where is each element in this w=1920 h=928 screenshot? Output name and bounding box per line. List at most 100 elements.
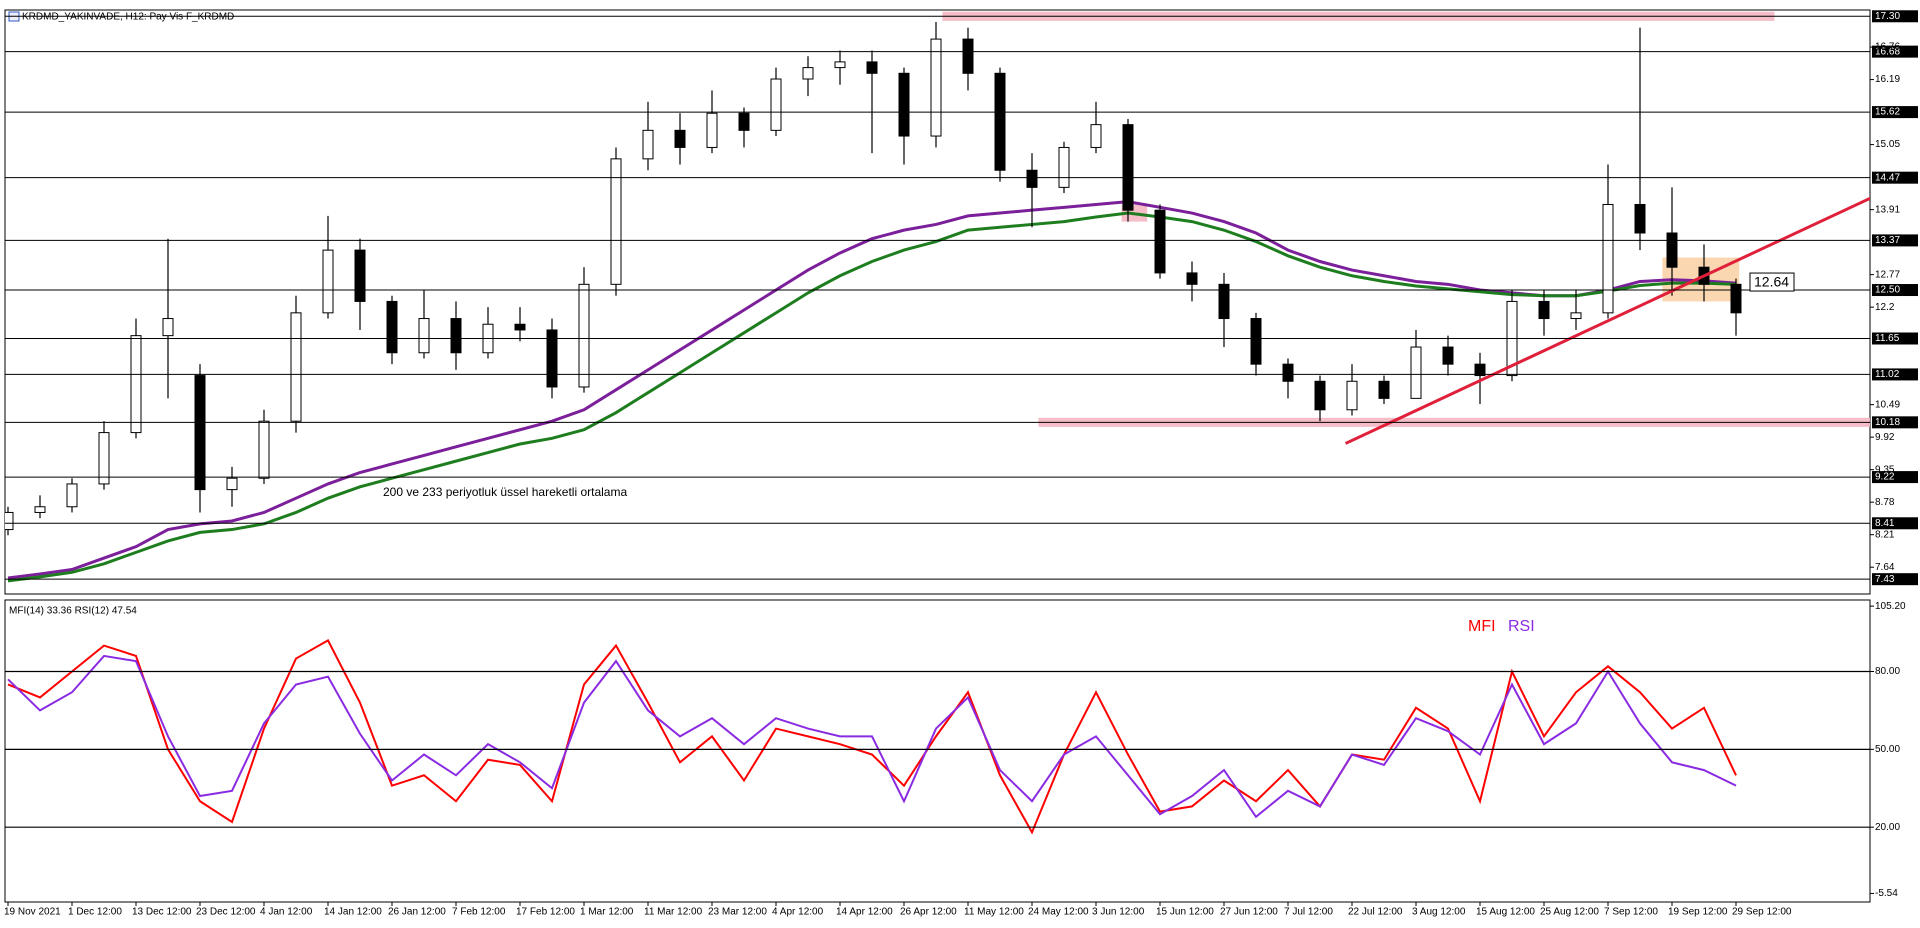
x-tick-label: 3 Aug 12:00: [1412, 907, 1466, 918]
candle-body: [706, 112, 718, 148]
candle-body: [1730, 283, 1742, 314]
x-tick-label: 14 Apr 12:00: [836, 907, 893, 918]
candle-body: [674, 129, 686, 148]
chart-title: KRDMD_YAKINVADE, H12: Pay Vis F_KRDMD: [22, 12, 234, 23]
candle-body: [5, 511, 14, 531]
y-tick-label: 20.00: [1875, 822, 1900, 833]
candle-body: [1282, 363, 1294, 382]
trendline: [1344, 196, 1870, 445]
candle-body: [1058, 146, 1070, 188]
y-tick-label: 10.49: [1875, 399, 1900, 410]
candle-body: [1250, 318, 1262, 365]
level-label: 7.43: [1875, 574, 1895, 585]
annotation: 200 ve 233 periyotluk üssel hareketli or…: [383, 485, 627, 499]
level-label: 10.18: [1875, 417, 1900, 428]
x-tick-label: 27 Jun 12:00: [1220, 907, 1278, 918]
candle-body: [386, 300, 398, 354]
candle-body: [1570, 312, 1582, 320]
x-tick-label: 23 Dec 12:00: [196, 907, 256, 918]
x-tick-label: 14 Jan 12:00: [324, 907, 382, 918]
level-label-box: [1872, 471, 1918, 484]
x-tick-label: 11 May 12:00: [964, 907, 1024, 918]
level-label: 11.65: [1875, 333, 1900, 344]
x-tick-label: 23 Mar 12:00: [708, 907, 767, 918]
candle-body: [1442, 346, 1454, 365]
candle-body: [578, 283, 590, 388]
candle-body: [226, 477, 238, 491]
candle-body: [866, 61, 878, 74]
y-tick-label: 8.78: [1875, 497, 1895, 508]
level-label: 16.68: [1875, 46, 1900, 57]
legend-label: MFI: [1468, 618, 1496, 635]
x-tick-label: 29 Sep 12:00: [1732, 907, 1792, 918]
level-label-box: [1872, 332, 1918, 345]
y-tick-label: 16.76: [1875, 42, 1900, 53]
candle-body: [802, 67, 814, 80]
candle-body: [290, 312, 302, 422]
candle-body: [1378, 380, 1390, 399]
x-tick-label: 13 Dec 12:00: [132, 907, 192, 918]
x-tick-label: 24 May 12:00: [1028, 907, 1089, 918]
candle-body: [770, 78, 782, 131]
candle-body: [354, 249, 366, 302]
x-tick-label: 17 Feb 12:00: [516, 907, 575, 918]
candle-body: [130, 335, 142, 434]
x-tick-label: 15 Aug 12:00: [1476, 907, 1535, 918]
candle-body: [1666, 232, 1678, 268]
x-tick-label: 7 Feb 12:00: [452, 907, 506, 918]
candle-body: [34, 506, 46, 513]
level-label-box: [1872, 284, 1918, 297]
level-label: 14.47: [1875, 172, 1900, 183]
x-tick-label: 19 Nov 2021: [4, 907, 61, 918]
x-tick-label: 11 Mar 12:00: [644, 907, 703, 918]
level-label-box: [1872, 416, 1918, 429]
level-label-box: [1872, 234, 1918, 247]
level-label-box: [1872, 517, 1918, 530]
candle-body: [1122, 124, 1134, 211]
candle-body: [1602, 203, 1614, 314]
x-tick-label: 1 Mar 12:00: [580, 907, 634, 918]
x-tick-label: 26 Jan 12:00: [388, 907, 446, 918]
y-tick-label: 15.05: [1875, 139, 1900, 150]
candle-body: [962, 38, 974, 74]
y-tick-label: 80.00: [1875, 666, 1900, 677]
x-tick-label: 4 Apr 12:00: [772, 907, 824, 918]
candle-body: [1026, 169, 1038, 188]
level-label: 15.62: [1875, 107, 1900, 118]
candle-body: [1410, 346, 1422, 399]
candle-body: [1314, 380, 1326, 411]
indicator-line: [7, 654, 1737, 819]
candle-body: [1218, 283, 1230, 320]
x-tick-label: 3 Jun 12:00: [1092, 907, 1145, 918]
level-label: 12.50: [1875, 285, 1900, 296]
level-label-box: [1872, 106, 1918, 119]
candle-body: [418, 318, 430, 354]
candle-body: [930, 38, 942, 137]
candle-body: [258, 420, 270, 479]
indicator-title: MFI(14) 33.36 RSI(12) 47.54: [9, 606, 137, 617]
moving-average: [7, 200, 1737, 580]
level-label: 13.37: [1875, 235, 1900, 246]
y-tick-label: 12.77: [1875, 269, 1900, 280]
x-tick-label: 7 Jul 12:00: [1284, 907, 1333, 918]
candle-body: [642, 129, 654, 160]
candle-body: [1474, 363, 1486, 377]
y-tick-label: 8.21: [1875, 529, 1895, 540]
x-tick-label: 22 Jul 12:00: [1348, 907, 1403, 918]
candle-body: [98, 432, 110, 485]
candle-body: [322, 249, 334, 314]
candle-body: [1538, 300, 1550, 320]
y-tick-label: 12.2: [1875, 302, 1895, 313]
y-tick-label: 105.20: [1875, 601, 1906, 612]
candle-body: [450, 318, 462, 354]
level-label: 11.02: [1875, 369, 1900, 380]
y-tick-label: 16.19: [1875, 74, 1900, 85]
indicator-line: [7, 638, 1737, 835]
candle-body: [1154, 209, 1166, 274]
candle-body: [1186, 272, 1198, 285]
last-price-box: [1749, 272, 1795, 292]
y-tick-label: 9.35: [1875, 464, 1895, 475]
x-tick-label: 25 Aug 12:00: [1540, 907, 1599, 918]
